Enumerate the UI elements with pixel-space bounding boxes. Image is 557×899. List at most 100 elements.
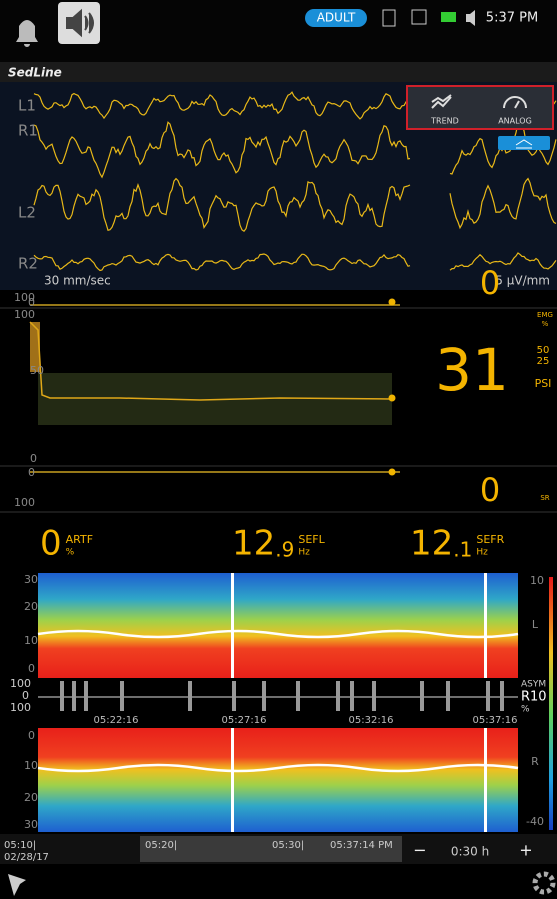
axis-label: 20 [24, 791, 38, 804]
psi-limit: 50 [537, 345, 550, 356]
axis-label: 0 [28, 296, 35, 309]
alarm-icon[interactable] [16, 20, 38, 47]
param-label: SEFR [476, 533, 504, 546]
collapse-button[interactable] [498, 136, 550, 150]
zoom-out[interactable]: − [413, 841, 426, 860]
button-label[interactable]: ANALOG [498, 117, 532, 126]
asym-spike [72, 681, 76, 711]
asym-spike [188, 681, 192, 711]
asym-spike [486, 681, 490, 711]
channel-label: R2 [18, 255, 38, 273]
asym-spike [120, 681, 124, 711]
marker [231, 728, 234, 832]
asym-label: ASYM [521, 680, 546, 690]
eeg-trace [449, 177, 557, 230]
flag-icon[interactable] [8, 874, 26, 896]
asym-spike [446, 681, 450, 711]
axis-label: 100 [10, 701, 31, 714]
emg-label: EMG [537, 311, 553, 319]
grid-icon [411, 9, 427, 25]
axis-label: 0 [28, 662, 35, 675]
sr-point [388, 468, 396, 476]
axis-label: 10 [24, 634, 38, 647]
color-scale [549, 577, 553, 830]
asym-spike [336, 681, 340, 711]
asym-spike [500, 681, 504, 711]
eeg-trace [33, 121, 411, 179]
battery-icon [441, 12, 456, 22]
module-header [0, 62, 557, 82]
speaker-icon [66, 8, 94, 38]
axis-label: 30 [24, 573, 38, 586]
volume-icon [466, 10, 475, 26]
sr-label: SR [540, 494, 549, 502]
axis-label: 100 [14, 496, 35, 509]
axis-label: 10 [24, 759, 38, 772]
axis-label: 100 [14, 308, 35, 321]
eeg-trace [33, 91, 411, 120]
asym-channel: R10 [521, 690, 547, 705]
param-value: 0 [40, 524, 62, 564]
channel-label: R1 [18, 122, 38, 140]
side-label: L [532, 618, 539, 631]
eeg-trace [449, 252, 557, 271]
time-span: 0:30 h [451, 845, 489, 859]
marker [231, 573, 234, 678]
asym-spike [262, 681, 266, 711]
psi-trend [29, 321, 391, 401]
trend-icon [431, 94, 452, 109]
axis-label: 0 [30, 452, 37, 465]
axis-label: 0 [22, 689, 29, 702]
eeg-trace [33, 253, 411, 272]
button-label[interactable]: TREND [430, 117, 459, 126]
asym-spike [232, 681, 236, 711]
time-label: 05:37:16 [473, 715, 518, 726]
sef-left [37, 629, 519, 639]
settings-icon[interactable] [532, 871, 556, 895]
axis-label: 0 [28, 466, 35, 479]
axis-label: 100 [10, 677, 31, 690]
eeg-trace [33, 177, 411, 233]
channel-label: L1 [18, 97, 36, 115]
timeline-window[interactable] [140, 836, 402, 862]
psi-initial [30, 322, 40, 372]
asym-spike [296, 681, 300, 711]
clock: 5:37 PM [486, 11, 538, 26]
psi-point [388, 394, 396, 402]
sr-value: 0 [480, 471, 500, 509]
param-fraction: .9 [275, 538, 294, 562]
view-buttons [406, 85, 554, 130]
param-label: ARTF [66, 533, 93, 546]
axis-label: 30 [24, 818, 38, 831]
emg-value: 0 [480, 264, 500, 302]
marker [484, 728, 487, 832]
axis-label: 20 [24, 600, 38, 613]
zoom-in[interactable]: + [519, 841, 532, 860]
emg-point [388, 298, 396, 306]
param-label: SEFL [298, 533, 325, 546]
asym-spike [350, 681, 354, 711]
param-value: 12 [232, 524, 275, 564]
time-label: 05:22:16 [94, 715, 139, 726]
trend-button[interactable]: TREND [430, 94, 459, 126]
sef-right [37, 763, 519, 773]
analog-icon [503, 96, 527, 109]
timeline-mark: 05:20| [145, 840, 177, 851]
axis-label: 100 [14, 291, 35, 304]
timeline-date: 02/28/17 [4, 852, 49, 863]
psi-label: PSI [535, 377, 552, 390]
gain: 5 μV/mm [495, 274, 550, 288]
asym-trace [38, 681, 518, 711]
module-title: SedLine [8, 66, 62, 80]
dsa-right [38, 728, 518, 832]
param-value: 12 [410, 524, 453, 564]
collapse-icon [515, 139, 533, 149]
param-fraction: .1 [453, 538, 472, 562]
param-unit: Hz [476, 548, 488, 558]
asym-spike [84, 681, 88, 711]
asym-spike [420, 681, 424, 711]
analog-button[interactable]: ANALOG [498, 96, 532, 126]
